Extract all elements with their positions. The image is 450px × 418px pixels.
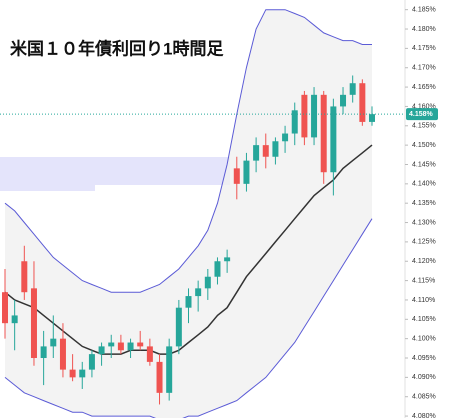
candle-body (108, 342, 115, 347)
candle-body (349, 83, 356, 95)
candle-body (21, 261, 28, 293)
candle-body (369, 114, 375, 122)
chart-title: 米国１０年債利回り1時間足 (10, 38, 223, 58)
y-tick-label: 4.165% (412, 84, 436, 91)
candle-body (195, 288, 202, 297)
y-tick-label: 4.120% (412, 258, 436, 265)
moving-average (4, 144, 373, 355)
y-tick-label: 4.135% (412, 200, 436, 207)
candle-body (146, 346, 153, 362)
candle-body (320, 94, 327, 173)
y-tick-label: 4.095% (412, 355, 436, 362)
candle-body (301, 94, 308, 138)
y-tick-label: 4.175% (412, 45, 436, 52)
candle-body (262, 145, 269, 157)
candle-body (50, 338, 57, 347)
y-tick-label: 4.085% (412, 394, 436, 401)
y-tick-label: 4.150% (412, 142, 436, 149)
candle-body (224, 257, 231, 262)
y-tick-label: 4.180% (412, 26, 436, 33)
candle-body (79, 369, 86, 378)
y-tick-label: 4.170% (412, 65, 436, 72)
y-tick-label: 4.115% (412, 277, 435, 284)
bollinger-band (4, 218, 373, 418)
candle-body (282, 133, 289, 142)
candle-body (233, 168, 240, 184)
volume-profile (0, 157, 230, 185)
y-tick-label: 4.110% (412, 297, 435, 304)
y-tick-label: 4.185% (412, 7, 436, 14)
candle-body (40, 346, 47, 359)
candle-body (127, 342, 134, 351)
candle-body (340, 94, 347, 107)
candle-body (311, 94, 318, 138)
y-tick-label: 4.080% (412, 413, 436, 418)
candle-body (330, 106, 337, 173)
y-tick-label: 4.145% (412, 161, 436, 168)
candle-body (59, 338, 66, 370)
candle-body (359, 83, 366, 122)
y-tick-label: 4.130% (412, 219, 436, 226)
candle-body (69, 369, 76, 378)
candle-body (204, 276, 211, 289)
candle-body (2, 292, 8, 324)
candle-body (214, 261, 221, 277)
plot-area (2, 9, 375, 418)
y-tick-label: 4.140% (412, 181, 436, 188)
candle-body (88, 354, 95, 370)
candle-body (156, 361, 163, 393)
y-tick-label: 4.090% (412, 374, 436, 381)
candle-body (137, 342, 144, 347)
y-tick-label: 4.100% (412, 336, 436, 343)
candle-body (291, 110, 298, 134)
y-tick-label: 4.125% (412, 239, 436, 246)
candle-body (185, 296, 192, 308)
candle-body (117, 342, 124, 351)
y-tick-label: 4.155% (412, 123, 436, 130)
candle-body (30, 288, 37, 359)
last-price-box (406, 108, 438, 121)
bollinger-band (4, 9, 372, 293)
candle-body (243, 160, 250, 184)
candle-body (272, 141, 279, 157)
candle-body (175, 307, 182, 347)
candle-body (98, 346, 105, 355)
volume-profile (0, 185, 95, 191)
last-price-label: 4.158% (409, 111, 434, 118)
y-tick-label: 4.105% (412, 316, 436, 323)
candle-body (166, 346, 173, 393)
candle-body (11, 315, 18, 324)
band-fill (5, 9, 372, 418)
candle-body (253, 145, 260, 161)
y-tick-label: 4.160% (412, 103, 436, 110)
